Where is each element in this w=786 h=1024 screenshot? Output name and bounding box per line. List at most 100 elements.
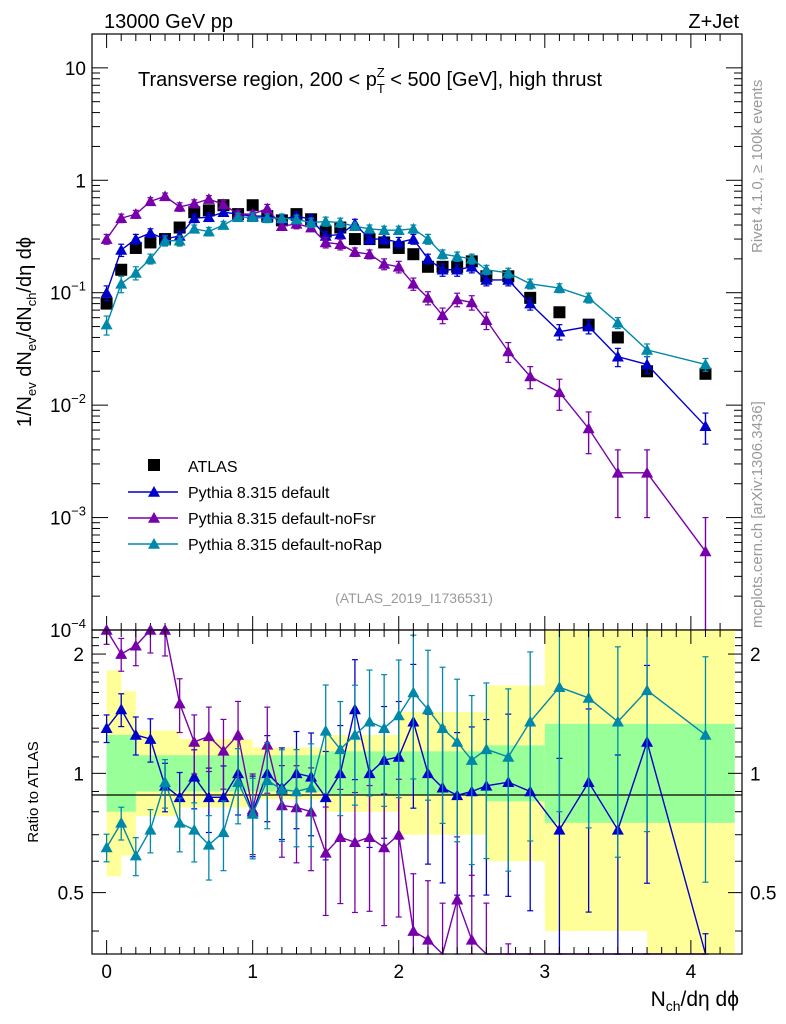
ratio-noRap-point xyxy=(202,838,215,850)
x-axis-label-sub: ch xyxy=(666,998,681,1014)
noRap-point xyxy=(144,252,157,264)
ratio-noRap-point xyxy=(305,781,318,793)
ratio-noFsr-point xyxy=(407,925,420,936)
noRap-point xyxy=(290,213,303,225)
ratio-noRap-point xyxy=(188,823,201,835)
y-tick-label-exp: −3 xyxy=(71,504,86,519)
ratio-noFsr-point xyxy=(173,697,186,709)
ratio-default-point xyxy=(100,722,113,733)
noFsr-point xyxy=(582,422,595,434)
ratio-noFsr-point xyxy=(363,831,376,842)
x-axis-label-a: N xyxy=(651,988,666,1011)
main-ylabel-b: dN xyxy=(14,351,36,382)
atlas-data-point xyxy=(129,241,142,254)
ratio-noFsr-point xyxy=(217,744,230,756)
ratio-noRap-point xyxy=(465,754,478,765)
ratio-noRap-point xyxy=(115,816,128,828)
main-ylabel-c: /dN xyxy=(14,306,36,337)
ratio-noRap-point xyxy=(319,724,332,736)
noRap-point xyxy=(436,248,449,260)
noFsr-point xyxy=(159,190,172,202)
atlas-data-point xyxy=(348,233,361,246)
main-ylabel: 1/Nev dNev/dNch/dη dϕ xyxy=(14,237,39,427)
default-point xyxy=(378,233,391,244)
plot-title: Transverse region, 200 < pTZ < 500 [GeV]… xyxy=(138,65,603,96)
ratio-noRap-point xyxy=(407,686,420,698)
ratio-noRap-point xyxy=(553,681,566,692)
default-line xyxy=(105,211,706,427)
y-tick-label-ratio: 0.5 xyxy=(58,884,84,905)
ratio-noFsr-point xyxy=(451,893,464,905)
y-tick-label-main: 10−1 xyxy=(50,279,86,305)
noRap-point xyxy=(611,316,624,328)
ratio-noFsr-point xyxy=(188,735,201,747)
default-point xyxy=(188,212,201,223)
ratio-noFsr-point xyxy=(392,828,405,840)
default-point xyxy=(129,233,142,244)
legend-label-atlas: ATLAS xyxy=(188,459,238,476)
noFsr-point xyxy=(188,197,201,209)
ratio-noRap-point xyxy=(275,783,288,795)
legend-marker-noFsr xyxy=(148,512,160,523)
noRap-point xyxy=(129,266,142,278)
atlas-data-point xyxy=(144,236,157,249)
side-label-mcplots: mcplots.cern.ch [arXiv:1306.3436] xyxy=(749,401,766,628)
noRap-point xyxy=(246,211,259,222)
ratio-noFsr-point xyxy=(378,841,391,853)
noRap-point xyxy=(392,224,405,235)
noRap-point xyxy=(641,343,654,355)
noRap-point xyxy=(173,234,186,246)
ratio-noRap-point xyxy=(502,750,515,762)
ratio-default-point xyxy=(188,770,201,782)
ratio-noRap-point xyxy=(436,722,449,733)
ratio-noRap-point xyxy=(173,816,186,828)
side-label-rivet: Rivet 4.1.0, ≥ 100k events xyxy=(749,80,766,253)
x-tick-label: 0 xyxy=(101,962,112,983)
noRap-point xyxy=(465,252,478,264)
y-tick-label-ratio: 2 xyxy=(73,645,84,666)
ratio-noRap-line xyxy=(106,686,706,858)
default-point xyxy=(524,297,537,309)
atlas-data-point xyxy=(173,221,186,234)
default-point xyxy=(100,286,113,298)
noFsr-point xyxy=(217,198,230,210)
noRap-point xyxy=(261,212,274,223)
noRap-point xyxy=(305,216,318,228)
legend-label-noRap: Pythia 8.315 default-noRap xyxy=(188,537,382,554)
ratio-noFsr-point xyxy=(115,648,128,659)
default-point xyxy=(115,243,128,255)
ratio-noRap-point xyxy=(699,728,712,740)
noRap-point xyxy=(451,250,464,262)
noFsr-point xyxy=(611,466,624,478)
default-point xyxy=(392,236,405,248)
noRap-point xyxy=(407,222,420,234)
noFsr-point xyxy=(319,236,332,248)
x-tick-label: 1 xyxy=(247,962,258,983)
ratio-default-point xyxy=(173,791,186,803)
noRap-point xyxy=(100,318,113,330)
ratio-noRap-point xyxy=(129,849,142,861)
y-tick-label-ratio-right: 0.5 xyxy=(750,884,776,905)
atlas-data-point xyxy=(611,331,624,344)
noRap-point xyxy=(363,222,376,234)
ratio-default-point xyxy=(553,823,566,835)
noRap-point xyxy=(348,220,361,232)
y-tick-label-ratio: 1 xyxy=(73,764,84,785)
y-tick-label-exp: −1 xyxy=(71,279,86,294)
ratio-noFsr-point xyxy=(319,846,332,858)
noFsr-point xyxy=(641,466,654,478)
main-ylabel-b-sub: ev xyxy=(24,337,39,351)
default-point xyxy=(502,273,515,285)
noRap-point xyxy=(553,282,566,293)
ratio-frame xyxy=(91,629,743,955)
legend-label-noFsr: Pythia 8.315 default-noFsr xyxy=(188,511,376,528)
noFsr-point xyxy=(202,193,215,204)
y-tick-label-main: 1 xyxy=(75,171,86,192)
default-point xyxy=(465,260,478,272)
default-point xyxy=(436,263,449,275)
ratio-band-inner xyxy=(647,723,735,823)
ratio-noRap-point xyxy=(641,684,654,696)
ratio-noFsr-point xyxy=(334,831,347,842)
ratio-noRap-point xyxy=(100,841,113,853)
plot-title-sub: T xyxy=(377,81,385,96)
